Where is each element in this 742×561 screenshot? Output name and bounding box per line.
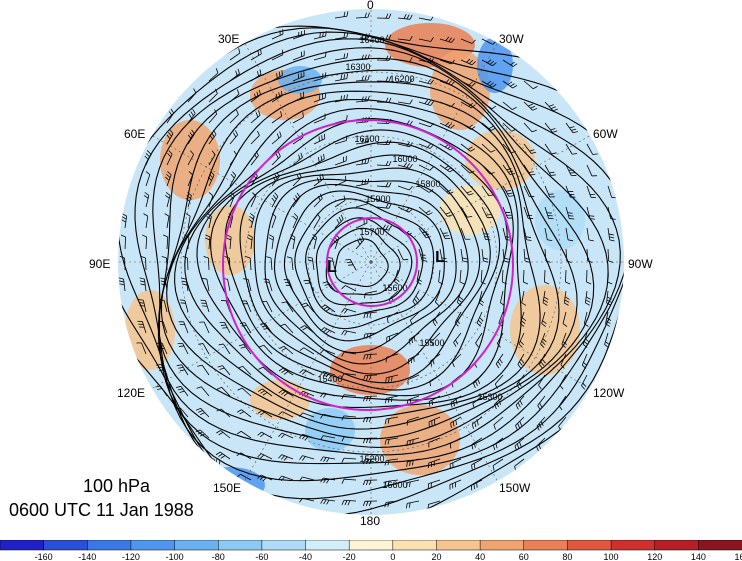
colorbar-swatch (392, 540, 438, 551)
colorbar-tick: -120 (122, 552, 140, 561)
colorbar-tick: 0 (390, 552, 395, 561)
lon-label-120w: 120W (593, 386, 625, 400)
colorbar-tick: 160 (734, 552, 742, 561)
colorbar-swatch (217, 540, 263, 551)
reference-circles (222, 119, 514, 411)
colorbar-tick: 40 (475, 552, 485, 561)
colorbar-swatch (479, 540, 525, 551)
contour-label: 15400 (317, 374, 342, 384)
wind-barbs (118, 11, 617, 510)
colorbar-tick: -140 (78, 552, 96, 561)
contour-label: 16600 (382, 480, 407, 490)
colorbar-tick: -40 (299, 552, 312, 561)
contour-label: 15300 (477, 392, 502, 402)
lon-label-0: 0 (367, 0, 374, 12)
colorbar-swatch (523, 540, 569, 551)
lon-label-30e: 30E (218, 32, 240, 46)
contour-labels: 16400 16300 16200 16100 16000 15900 15800 15700… (195, 35, 502, 490)
contour-label: 15200 (359, 454, 384, 464)
polar-map: 16400 16300 16200 16100 16000 15900 15800 15700… (118, 9, 624, 515)
colorbar-tick: -80 (212, 552, 225, 561)
colorbar-tick: 100 (604, 552, 619, 561)
lon-label-90e: 90E (89, 257, 111, 271)
colorbar-tick: 120 (647, 552, 662, 561)
colorbar-swatch (698, 540, 742, 551)
lon-label-60w: 60W (593, 127, 618, 141)
colorbar-swatch (348, 540, 394, 551)
contour-label: 15900 (365, 194, 390, 204)
colorbar-tick: -160 (35, 552, 53, 561)
lon-label-150e: 150E (213, 481, 242, 495)
lon-label-120e: 120E (117, 386, 146, 400)
colorbar-tick: 80 (562, 552, 572, 561)
colorbar-swatch (130, 540, 176, 551)
colorbar-swatch (43, 540, 89, 551)
colorbar-swatch (87, 540, 132, 551)
colorbar-tick: 60 (519, 552, 529, 561)
colorbar-tick: -20 (343, 552, 356, 561)
contour-label: 16100 (354, 134, 379, 144)
pressure-level-title: 100 hPa (83, 476, 151, 496)
valid-time-title: 0600 UTC 11 Jan 1988 (9, 500, 194, 520)
contour-label: 16300 (345, 62, 370, 72)
contour-label: 15800 (415, 179, 440, 189)
contour-label: 16200 (389, 74, 414, 84)
colorbar-tick: 20 (431, 552, 441, 561)
low-center-label: L (327, 259, 337, 276)
low-center-label: L (435, 249, 445, 266)
colorbar-swatch (610, 540, 656, 551)
colorbar-swatch (261, 540, 307, 551)
colorbar-tick: 140 (691, 552, 706, 561)
contour-label: 15600 (382, 283, 407, 293)
colorbar-swatch (436, 540, 481, 551)
colorbar-swatch (0, 540, 45, 551)
contour-label: 16500 (195, 457, 220, 467)
colorbar: -160 -140 -120 -100 -80 -60 -40 -20 0 20 40 60 80 100… (0, 540, 742, 561)
lon-label-30w: 30W (499, 32, 524, 46)
lon-label-150w: 150W (499, 481, 531, 495)
colorbar-tick: -100 (166, 552, 184, 561)
colorbar-swatch (305, 540, 350, 551)
contour-label: 15500 (419, 338, 444, 348)
lon-label-90w: 90W (628, 257, 653, 271)
contour-label: 16400 (359, 35, 384, 45)
colorbar-tick: -60 (255, 552, 268, 561)
contour-label: 15700 (359, 227, 384, 237)
colorbar-swatch (654, 540, 700, 551)
lon-label-180: 180 (360, 514, 381, 528)
height-contours (118, 25, 624, 515)
colorbar-swatch (567, 540, 612, 551)
colorbar-swatch (174, 540, 219, 551)
lon-label-60e: 60E (124, 127, 146, 141)
contour-label: 16000 (392, 154, 417, 164)
